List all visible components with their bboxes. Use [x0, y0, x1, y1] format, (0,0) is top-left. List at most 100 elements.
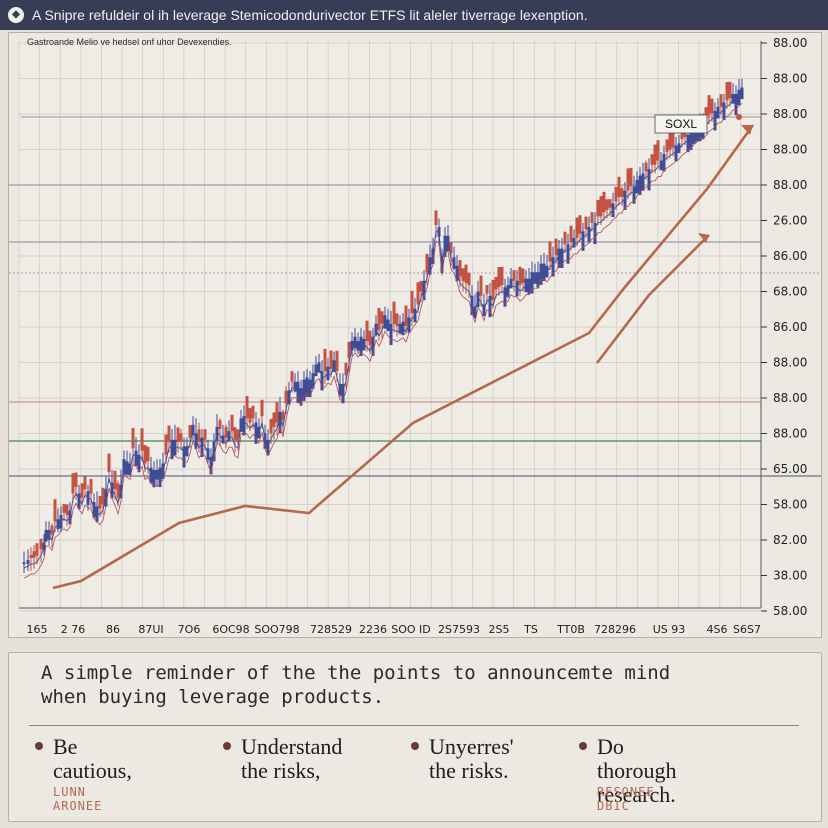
candle-body — [557, 248, 561, 268]
candle-body — [116, 483, 120, 498]
candle-body — [485, 285, 489, 294]
candle-body — [734, 93, 738, 116]
candle-body — [293, 381, 297, 392]
candle-body — [728, 81, 732, 99]
candle-body — [488, 295, 492, 318]
candle-body — [410, 290, 414, 314]
candle-body — [599, 196, 603, 217]
candle-body — [671, 129, 675, 148]
title-bar: ◆ A Snipre refuldeir ol ih leverage Stem… — [0, 0, 828, 30]
candle-body — [395, 313, 399, 326]
candle-body — [677, 143, 681, 154]
notes-divider — [29, 725, 799, 726]
candle-body — [131, 428, 135, 449]
candle-body — [494, 276, 498, 290]
candle-body — [77, 493, 81, 509]
moving-average-line — [23, 103, 743, 579]
candle-body — [437, 227, 441, 237]
candle-body — [587, 227, 591, 243]
candle-body — [455, 265, 459, 282]
candle-body — [416, 282, 420, 305]
candle-body — [86, 491, 90, 505]
candle-body — [245, 396, 249, 419]
candle-body — [626, 168, 630, 191]
candle-body — [224, 427, 228, 438]
candle-body — [182, 446, 186, 468]
candle-body — [497, 266, 501, 288]
candle-body — [662, 154, 666, 172]
y-tick-label: 68.00 — [773, 285, 807, 299]
app-icon[interactable]: ◆ — [8, 7, 24, 23]
candle-body — [236, 429, 240, 442]
candle-body — [431, 248, 435, 265]
candle-body — [554, 238, 558, 256]
candle-body — [173, 439, 177, 456]
x-tick-label: SOO798 — [254, 623, 299, 636]
candle-body — [542, 263, 546, 282]
candle-body — [737, 89, 741, 106]
candle-body — [581, 231, 585, 251]
y-tick-label: 58.00 — [773, 498, 807, 512]
x-tick-label: S6S7 — [733, 623, 761, 636]
candle-body — [317, 362, 321, 373]
tip-subtext: RESONEE DBIC — [597, 785, 655, 813]
candle-body — [389, 323, 393, 346]
candle-body — [32, 551, 36, 558]
candle-body — [98, 495, 102, 509]
candle-body — [707, 95, 711, 116]
candle-body — [107, 453, 111, 473]
candle-body — [218, 420, 222, 430]
chart-subtitle: Gastroande Melio ve hedsel onf uhor Deve… — [27, 37, 232, 47]
x-tick-label: 2236 — [359, 623, 387, 636]
candle-body — [548, 241, 552, 262]
x-tick-label: 86 — [106, 623, 120, 636]
candle-body — [434, 210, 438, 225]
candle-body — [233, 427, 237, 440]
candle-body — [299, 388, 303, 406]
candle-body — [320, 371, 324, 391]
candle-body — [200, 437, 204, 457]
candle-body — [113, 470, 117, 490]
candle-body — [308, 379, 312, 398]
candle-body — [656, 140, 660, 161]
candle-body — [710, 98, 714, 114]
x-tick-label: TT0B — [556, 623, 585, 636]
candle-body — [176, 427, 180, 442]
candle-body — [674, 145, 678, 161]
candle-body — [329, 350, 333, 369]
window-title: A Snipre refuldeir ol ih leverage Stemic… — [32, 7, 588, 23]
arrow-head — [741, 125, 753, 135]
candle-body — [347, 341, 351, 359]
candle-body — [161, 463, 165, 479]
candle-body — [704, 107, 708, 120]
candle-body — [95, 506, 99, 522]
candle-body — [323, 348, 327, 372]
candle-body — [311, 373, 315, 389]
candle-body — [134, 450, 138, 466]
x-tick-label: SOO ID — [391, 623, 431, 636]
trend-arrow — [52, 124, 755, 590]
candle-body — [167, 425, 171, 442]
x-tick-label: 2S7593 — [438, 623, 480, 636]
candle-body — [713, 111, 717, 131]
y-tick-label: 88.00 — [773, 391, 807, 405]
candle-body — [623, 190, 627, 210]
candle-body — [137, 454, 141, 473]
y-tick-label: 88.00 — [773, 36, 807, 50]
candle-body — [725, 82, 729, 101]
bullet-icon — [411, 742, 419, 750]
y-tick-label: 26.00 — [773, 214, 807, 228]
candle-body — [53, 499, 57, 522]
candle-body — [263, 433, 267, 449]
candle-body — [596, 199, 600, 217]
candle-body — [551, 257, 555, 277]
candle-body — [359, 336, 363, 357]
candle-body — [695, 126, 699, 142]
x-tick-label: 728296 — [594, 623, 636, 636]
candle-body — [254, 422, 258, 444]
candle-body — [602, 191, 606, 213]
candle-body — [50, 525, 54, 535]
candle-body — [188, 425, 192, 438]
candle-body — [458, 260, 462, 277]
y-tick-label: 86.00 — [773, 320, 807, 334]
